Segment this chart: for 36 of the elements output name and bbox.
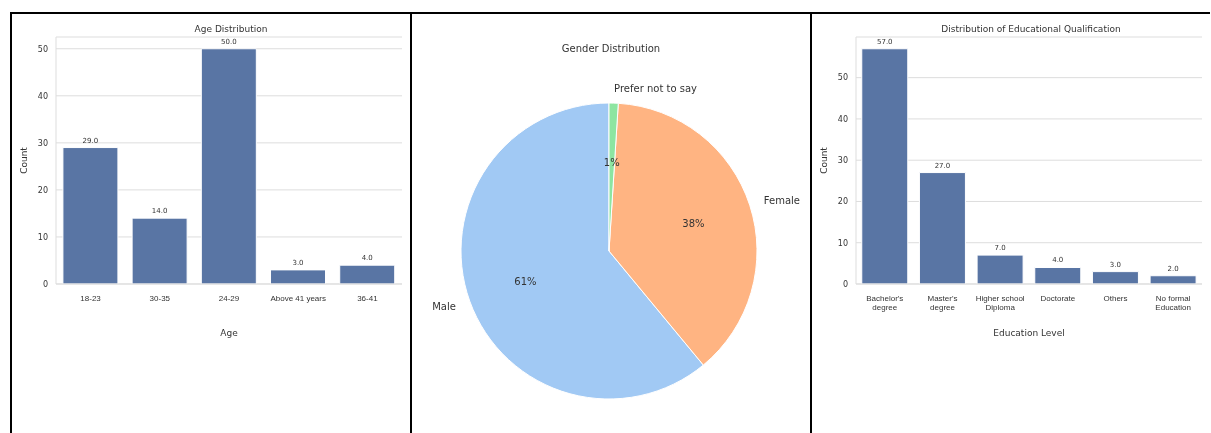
- chart-title: Distribution of Educational Qualification: [940, 24, 1122, 34]
- y-tick-label: 40: [837, 114, 848, 124]
- y-tick-label: 50: [37, 44, 48, 54]
- y-tick-label: 0: [842, 279, 848, 289]
- y-tick-label: 30: [837, 156, 848, 166]
- data-label: 61%: [514, 275, 537, 287]
- x-tick-label: 30-35: [149, 294, 171, 303]
- x-tick-label: Higher school Diploma: [975, 294, 1025, 312]
- y-tick-label: 50: [837, 73, 848, 83]
- x-tick-label: Above 41 years: [270, 294, 326, 303]
- data-label: 38%: [682, 218, 705, 230]
- y-axis-title: Count: [819, 146, 830, 174]
- data-label: 1%: [603, 156, 620, 168]
- x-tick-label: Doctorate: [1040, 294, 1076, 303]
- y-tick-label: 30: [37, 138, 48, 148]
- chart-title: Gender Distribution: [560, 43, 662, 54]
- x-tick-label: 18-23: [80, 294, 102, 303]
- y-tick-label: 10: [37, 232, 48, 242]
- y-tick-label: 20: [37, 185, 48, 195]
- x-tick-label: 36-41: [357, 294, 379, 303]
- x-axis-title: Age: [220, 328, 239, 338]
- y-axis-title: Count: [19, 146, 30, 174]
- slice-label: Prefer not to say: [614, 82, 698, 94]
- y-tick-label: 10: [837, 238, 848, 248]
- x-tick-label: Master's degree: [927, 294, 958, 312]
- y-tick-label: 20: [837, 197, 848, 207]
- slice-label: Female: [763, 195, 800, 207]
- y-tick-label: 40: [37, 91, 48, 101]
- x-tick-label: No formal Education: [1155, 294, 1191, 312]
- y-tick-label: 0: [42, 279, 48, 289]
- x-tick-label: Bachelor's degree: [866, 294, 904, 312]
- chart-title: Age Distribution: [193, 24, 269, 34]
- slice-label: Male: [432, 300, 456, 312]
- x-axis-title: Education Level: [993, 328, 1065, 338]
- x-tick-label: Others: [1103, 294, 1128, 303]
- x-tick-label: 24-29: [218, 294, 240, 303]
